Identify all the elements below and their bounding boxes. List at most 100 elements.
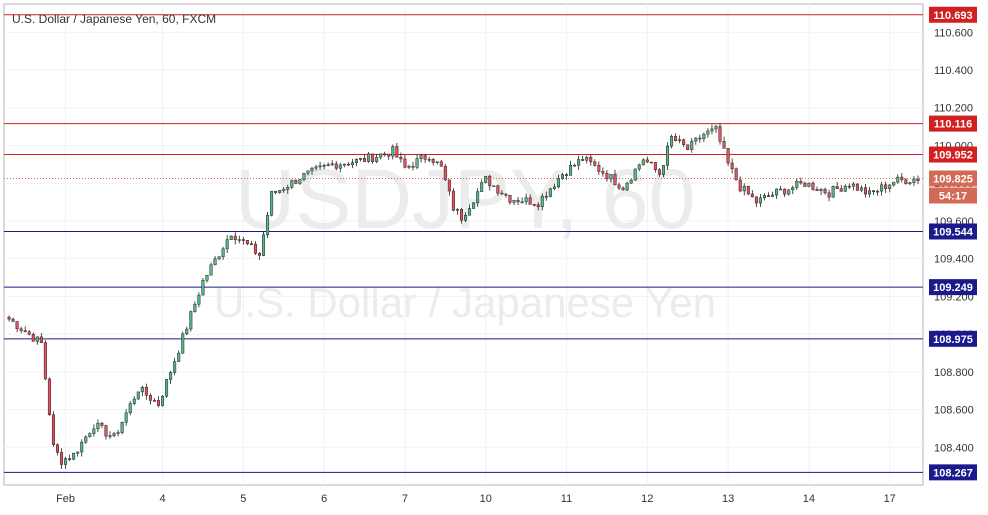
candle-body (783, 188, 787, 195)
candle-body (407, 165, 411, 168)
candle-body (112, 433, 116, 436)
candle-body (439, 161, 443, 167)
candle-body (35, 336, 39, 342)
candle-body (310, 167, 314, 172)
candle-body (88, 433, 92, 438)
candle-body (855, 183, 859, 191)
candle-body (371, 153, 375, 162)
candle-body (96, 422, 100, 430)
candle-body (504, 193, 508, 196)
candle-body (742, 186, 746, 192)
candle-body (472, 202, 476, 209)
candle-body (15, 321, 19, 330)
candle-body (423, 155, 427, 160)
candle-body (601, 171, 605, 174)
candle-body (516, 199, 520, 203)
time-tick-label: 14 (803, 493, 815, 505)
candle-body (245, 239, 249, 245)
candle-body (274, 191, 278, 193)
candle-body (156, 400, 160, 406)
candle-body (342, 163, 346, 166)
candle-body (419, 155, 423, 159)
candle-body (290, 179, 294, 188)
candle-body (120, 422, 124, 433)
candle-body (124, 412, 128, 423)
candle-body (726, 148, 730, 164)
candle-body (670, 136, 674, 147)
candle-body (213, 258, 217, 266)
candle-body (80, 441, 84, 453)
candle-body (128, 403, 132, 414)
candle-body (722, 141, 726, 149)
candle-body (217, 256, 221, 260)
candle-body (148, 395, 152, 401)
candle-body (807, 182, 811, 187)
candle-body (72, 452, 76, 460)
chart-title: U.S. Dollar / Japanese Yen, 60, FXCM (12, 12, 216, 26)
candle-body (666, 145, 670, 166)
candle-body (249, 243, 253, 246)
resistance-tag-text: 110.693 (933, 10, 972, 22)
candle-body (540, 195, 544, 208)
candle-body (839, 188, 843, 192)
level-lines (4, 14, 923, 473)
time-tick-label: 7 (402, 493, 408, 505)
price-tick-label: 108.600 (934, 405, 974, 417)
candle-body (803, 182, 807, 187)
price-axis[interactable]: 110.600110.400110.200110.000109.800109.6… (934, 27, 974, 454)
candle-body (787, 189, 791, 195)
candle-body (346, 163, 350, 166)
candle-body (508, 195, 512, 203)
candle-body (775, 188, 779, 196)
candle-body (524, 197, 528, 203)
candle-body (375, 156, 379, 162)
candle-body (262, 234, 266, 256)
candle-body (746, 186, 750, 195)
time-tick-label: 10 (480, 493, 492, 505)
time-tick-label: 12 (641, 493, 653, 505)
candle-body (318, 165, 322, 168)
candle-body (682, 139, 686, 145)
candle-body (383, 153, 387, 156)
time-tick-label: 17 (884, 493, 896, 505)
candle-body (900, 176, 904, 180)
candle-body (169, 372, 173, 380)
candle-body (532, 204, 536, 206)
candle-body (140, 386, 144, 393)
price-tick-label: 110.200 (934, 103, 973, 115)
candle-body (512, 199, 516, 203)
candle-body (322, 165, 326, 167)
price-tags: 110.693 110.116 109.952 109.544 109.249 108.9… (929, 6, 977, 481)
watermark-name: U.S. Dollar / Japanese Yen (214, 279, 716, 326)
candle-body (795, 181, 799, 188)
candle-body (633, 168, 637, 181)
candle-body (468, 208, 472, 216)
candle-body (896, 176, 900, 183)
candle-body (706, 130, 710, 135)
candle-body (867, 190, 872, 195)
candle-body (536, 204, 540, 208)
time-axis[interactable]: Feb 4 5 6 7 10 11 12 13 14 17 (56, 493, 896, 505)
candle-body (314, 166, 318, 169)
candle-body (193, 303, 197, 312)
candle-body (762, 195, 766, 199)
candle-body (694, 137, 698, 142)
candle-body (556, 178, 560, 188)
grid (4, 4, 923, 485)
watermark-symbol: USDJPY, 60 (235, 152, 696, 246)
candle-body (657, 169, 661, 175)
candle-body (294, 179, 298, 184)
candle-body (625, 182, 629, 191)
support-tag (929, 223, 977, 240)
candle-body (496, 185, 500, 194)
candle-body (144, 386, 148, 396)
price-tick-label: 109.400 (934, 254, 974, 266)
candle-body (165, 379, 169, 397)
candle-body (47, 378, 51, 415)
candle-body (589, 157, 593, 163)
candle-body (55, 444, 60, 453)
candle-body (799, 181, 803, 184)
candle-body (569, 165, 573, 176)
candle-body (205, 274, 209, 281)
